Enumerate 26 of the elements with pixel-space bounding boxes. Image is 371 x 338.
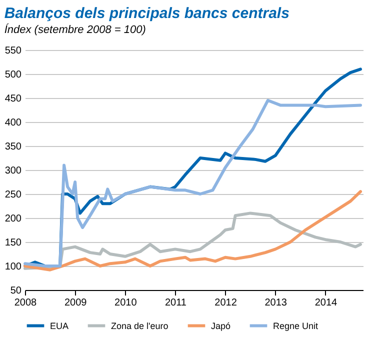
line-series bbox=[24, 98, 362, 268]
x-tick-label: 2012 bbox=[214, 298, 238, 308]
y-tick-label: 350 bbox=[4, 142, 22, 152]
y-tick-label: 550 bbox=[4, 46, 22, 56]
y-tick-label: 100 bbox=[4, 262, 22, 272]
y-tick-label: 50 bbox=[10, 286, 22, 296]
y-tick-label: 200 bbox=[4, 214, 22, 224]
y-tick-label: 400 bbox=[4, 118, 22, 128]
y-tick-label: 500 bbox=[4, 70, 22, 80]
x-tick-label: 2009 bbox=[64, 298, 88, 308]
y-tick-label: 450 bbox=[4, 94, 22, 104]
x-tick-label: 2008 bbox=[14, 298, 38, 308]
chart-subtitle: Índex (setembre 2008 = 100) bbox=[4, 23, 146, 36]
x-tick-label: 2010 bbox=[114, 298, 138, 308]
x-tick-label: 2011 bbox=[164, 298, 187, 308]
y-tick-label: 250 bbox=[4, 190, 22, 200]
legend-label: EUA bbox=[50, 320, 69, 331]
legend-label: Japó bbox=[211, 320, 231, 331]
x-tick-label: 2014 bbox=[314, 298, 338, 308]
chart-title: Balanços dels principals bancs centrals bbox=[4, 5, 290, 22]
legend-label: Zona de l'euro bbox=[111, 320, 168, 331]
line-series bbox=[24, 190, 362, 272]
legend-label: Regne Unit bbox=[273, 320, 319, 331]
x-tick-label: 2013 bbox=[264, 298, 288, 308]
y-tick-label: 300 bbox=[4, 166, 22, 176]
y-tick-label: 150 bbox=[4, 238, 22, 248]
